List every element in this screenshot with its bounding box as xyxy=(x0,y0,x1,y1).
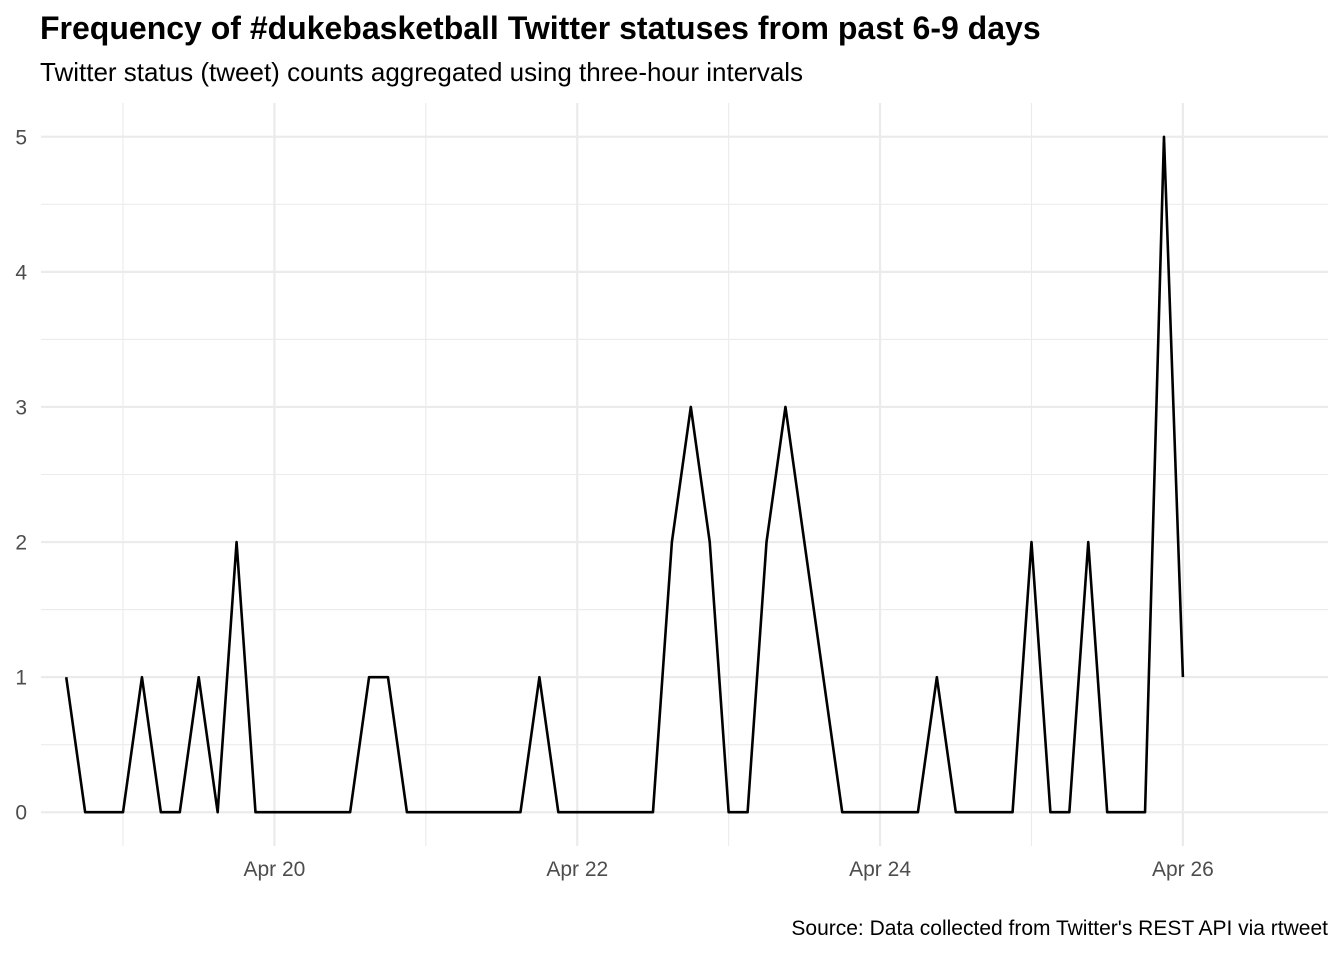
grid xyxy=(41,103,1328,846)
x-tick-label: Apr 20 xyxy=(243,858,305,881)
series-layer xyxy=(64,135,1185,814)
y-tick-label: 2 xyxy=(15,532,27,555)
chart-subtitle: Twitter status (tweet) counts aggregated… xyxy=(40,57,804,87)
y-axis-ticks: 0 1 2 3 4 5 xyxy=(15,126,27,824)
y-tick-label: 3 xyxy=(15,396,27,419)
y-tick-label: 5 xyxy=(15,126,27,149)
x-tick-label: Apr 26 xyxy=(1152,858,1214,881)
chart-caption: Source: Data collected from Twitter's RE… xyxy=(791,917,1328,940)
y-tick-label: 0 xyxy=(15,802,27,825)
chart-title: Frequency of #dukebasketball Twitter sta… xyxy=(40,10,1041,46)
y-tick-label: 1 xyxy=(15,667,27,690)
x-tick-label: Apr 22 xyxy=(546,858,608,881)
series-line xyxy=(64,135,1185,814)
x-axis-ticks: Apr 20 Apr 22 Apr 24 Apr 26 xyxy=(243,858,1213,881)
y-tick-label: 4 xyxy=(15,261,27,284)
x-tick-label: Apr 24 xyxy=(849,858,911,881)
